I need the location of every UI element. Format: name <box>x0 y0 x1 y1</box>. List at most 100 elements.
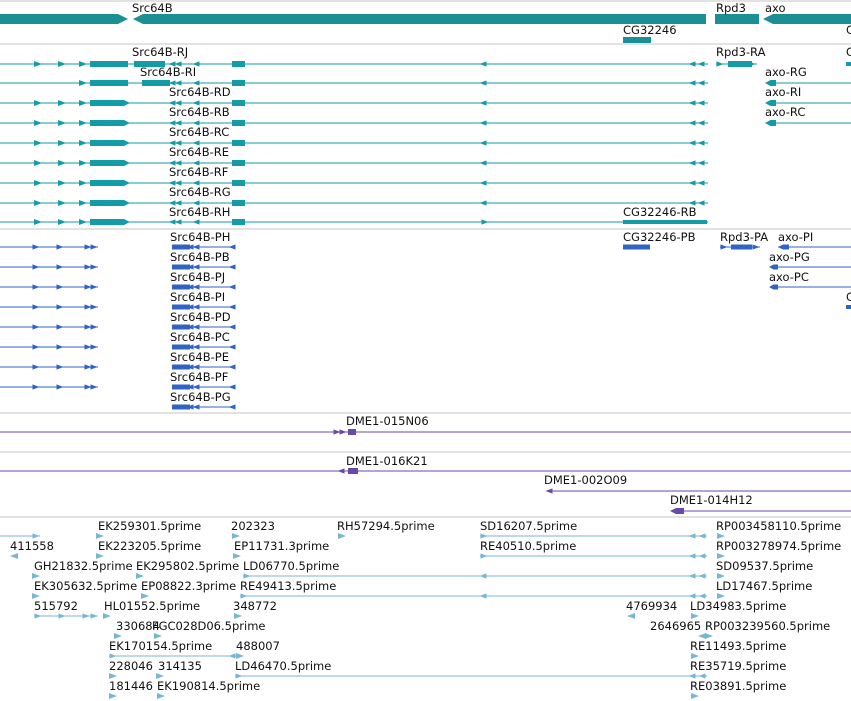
est-25[interactable]: 2646965 <box>650 619 706 639</box>
protein-src64b-0[interactable]: Src64B-PH <box>0 230 236 250</box>
est-18[interactable]: 515792 <box>34 599 98 619</box>
est-33[interactable]: RE35719.5prime <box>690 659 786 673</box>
strand-arrow-right <box>752 244 760 250</box>
clone-dme1-014h12[interactable]: DME1-014H12 <box>670 493 851 514</box>
est-12[interactable]: LD06770.5prime <box>243 559 707 579</box>
est-35[interactable]: EK190814.5prime <box>157 679 260 699</box>
transcript-src64b-5[interactable]: Src64B-RE <box>0 145 708 166</box>
strand-arrow-left <box>697 120 705 126</box>
protein-axo-12[interactable]: axo-PG <box>769 250 851 270</box>
est-31[interactable]: 314135 <box>156 659 202 679</box>
est-24[interactable]: FGC028D06.5prime <box>152 619 265 639</box>
protein-src64b-7[interactable]: Src64B-PF <box>0 370 236 390</box>
est-13[interactable]: SD09537.5prime <box>716 559 813 579</box>
est-7[interactable]: EP11731.3prime <box>233 539 329 559</box>
protein-src64b-5[interactable]: Src64B-PC <box>0 330 236 350</box>
clone-dme1-002o09[interactable]: DME1-002O09 <box>544 473 851 494</box>
est-11[interactable]: EK295802.5prime <box>136 559 239 579</box>
protein-src64b-2[interactable]: Src64B-PJ <box>0 270 236 290</box>
transcript-label: axo-RC <box>765 105 805 119</box>
est-2[interactable]: RH57294.5prime <box>337 519 435 539</box>
strand-arrow-right <box>84 284 92 290</box>
protein-label: Src64B-PI <box>170 290 225 304</box>
est-1[interactable]: 202323 <box>231 519 275 539</box>
gene-rpd3[interactable]: Rpd3 <box>715 1 759 24</box>
est-15[interactable]: EP08822.3prime <box>141 579 236 599</box>
strand-arrow-left <box>192 344 200 350</box>
transcript-src64b-1[interactable]: Src64B-RI <box>0 65 708 86</box>
transcript-src64b-4[interactable]: Src64B-RC <box>0 125 708 146</box>
transcript-src64b-2[interactable]: Src64B-RD <box>0 85 708 106</box>
est-22[interactable]: LD34983.5prime <box>690 599 786 619</box>
gene-cg32246[interactable]: CG32246 <box>623 23 677 43</box>
exon-block <box>172 324 190 330</box>
transcript-src64b-6[interactable]: Src64B-RF <box>0 165 708 186</box>
transcript-src64b-8[interactable]: Src64B-RH <box>0 205 708 225</box>
strand-arrow-left <box>192 324 200 330</box>
protein-axo-13[interactable]: axo-PC <box>769 270 851 290</box>
protein-rpd3-pa[interactable]: Rpd3-PA <box>720 230 768 250</box>
protein-src64b-1[interactable]: Src64B-PB <box>0 250 236 270</box>
transcript-axo-12[interactable]: axo-RC <box>765 105 851 126</box>
est-20[interactable]: 348772 <box>233 599 277 619</box>
est-0[interactable]: EK259301.5prime <box>96 519 201 539</box>
strand-arrow-left <box>192 140 200 146</box>
strand-arrow-right <box>56 264 64 270</box>
protein-src64b-4[interactable]: Src64B-PD <box>0 310 236 330</box>
strand-arrow-right <box>90 284 98 290</box>
est-36[interactable]: RE03891.5prime <box>690 679 786 699</box>
est-6[interactable]: EK223205.5prime <box>96 539 201 559</box>
est-28[interactable]: 488007 <box>236 639 280 659</box>
est-label: EP11731.3prime <box>234 539 329 553</box>
est-label: EK259301.5prime <box>98 519 201 533</box>
strand-arrow-right <box>338 533 346 539</box>
transcript-label: Src64B-RG <box>169 185 231 199</box>
est-10[interactable]: GH21832.5prime <box>32 559 133 579</box>
clone-dme1-015n06[interactable]: DME1-015N06 <box>0 414 851 435</box>
est-19[interactable]: HL01552.5prime <box>103 599 200 619</box>
transcript-rpd3-ra[interactable]: Rpd3-RA <box>716 45 766 67</box>
est-16[interactable]: RE49413.5prime <box>240 579 707 599</box>
gene-src64b[interactable]: Src64B <box>0 1 706 24</box>
est-17[interactable]: LD17467.5prime <box>716 579 812 599</box>
strand-arrow-right <box>234 613 242 619</box>
protein-src64b-6[interactable]: Src64B-PE <box>0 350 236 370</box>
exon-block <box>232 100 245 106</box>
est-9[interactable]: RP003278974.5prime <box>716 539 841 559</box>
strand-arrow-right <box>34 100 42 106</box>
transcript-src64b-0[interactable]: Src64B-RJ <box>0 45 708 67</box>
est-29[interactable]: RE11493.5prime <box>690 639 786 659</box>
est-3[interactable]: SD16207.5prime <box>480 519 707 539</box>
protein-src64b-8[interactable]: Src64B-PG <box>170 390 236 410</box>
est-5[interactable]: 411558 <box>0 533 54 559</box>
strand-arrow-right <box>34 160 42 166</box>
protein-cg32246-pb[interactable]: CG32246-PB <box>623 230 696 250</box>
gene-axo[interactable]: axo <box>763 1 851 24</box>
est-32[interactable]: LD46470.5prime <box>235 659 707 679</box>
est-27[interactable]: EK170154.5prime <box>109 639 236 659</box>
strand-arrow-right <box>32 364 40 370</box>
est-30[interactable]: 228046 <box>109 659 153 679</box>
est-8[interactable]: RE40510.5prime <box>480 539 707 559</box>
est-label: GH21832.5prime <box>34 559 133 573</box>
strand-arrow-left <box>479 573 487 579</box>
est-34[interactable]: 181446 <box>109 679 153 699</box>
est-4[interactable]: RP003458110.5prime <box>716 519 841 539</box>
est-26[interactable]: RP003239560.5prime <box>705 619 830 639</box>
strand-arrow-left <box>186 364 194 370</box>
est-14[interactable]: EK305632.5prime <box>32 579 137 599</box>
transcript-src64b-7[interactable]: Src64B-RG <box>0 185 708 206</box>
est-23[interactable]: 330684 <box>114 619 160 639</box>
strand-arrow-left <box>172 344 180 350</box>
strand-arrow-right <box>90 244 98 250</box>
clone-dme1-016k21[interactable]: DME1-016K21 <box>0 454 851 474</box>
transcript-axo-11[interactable]: axo-RI <box>765 85 851 106</box>
protein-axo-pi[interactable]: axo-PI <box>778 230 851 250</box>
strand-arrow-left <box>688 80 696 86</box>
transcript-axo-10[interactable]: axo-RG <box>765 65 851 86</box>
protein-src64b-3[interactable]: Src64B-PI <box>0 290 236 310</box>
transcript-src64b-3[interactable]: Src64B-RB <box>0 105 708 126</box>
strand-arrow-left <box>688 533 696 539</box>
strand-arrow-left <box>168 160 176 166</box>
est-21[interactable]: 4769934 <box>626 599 677 619</box>
